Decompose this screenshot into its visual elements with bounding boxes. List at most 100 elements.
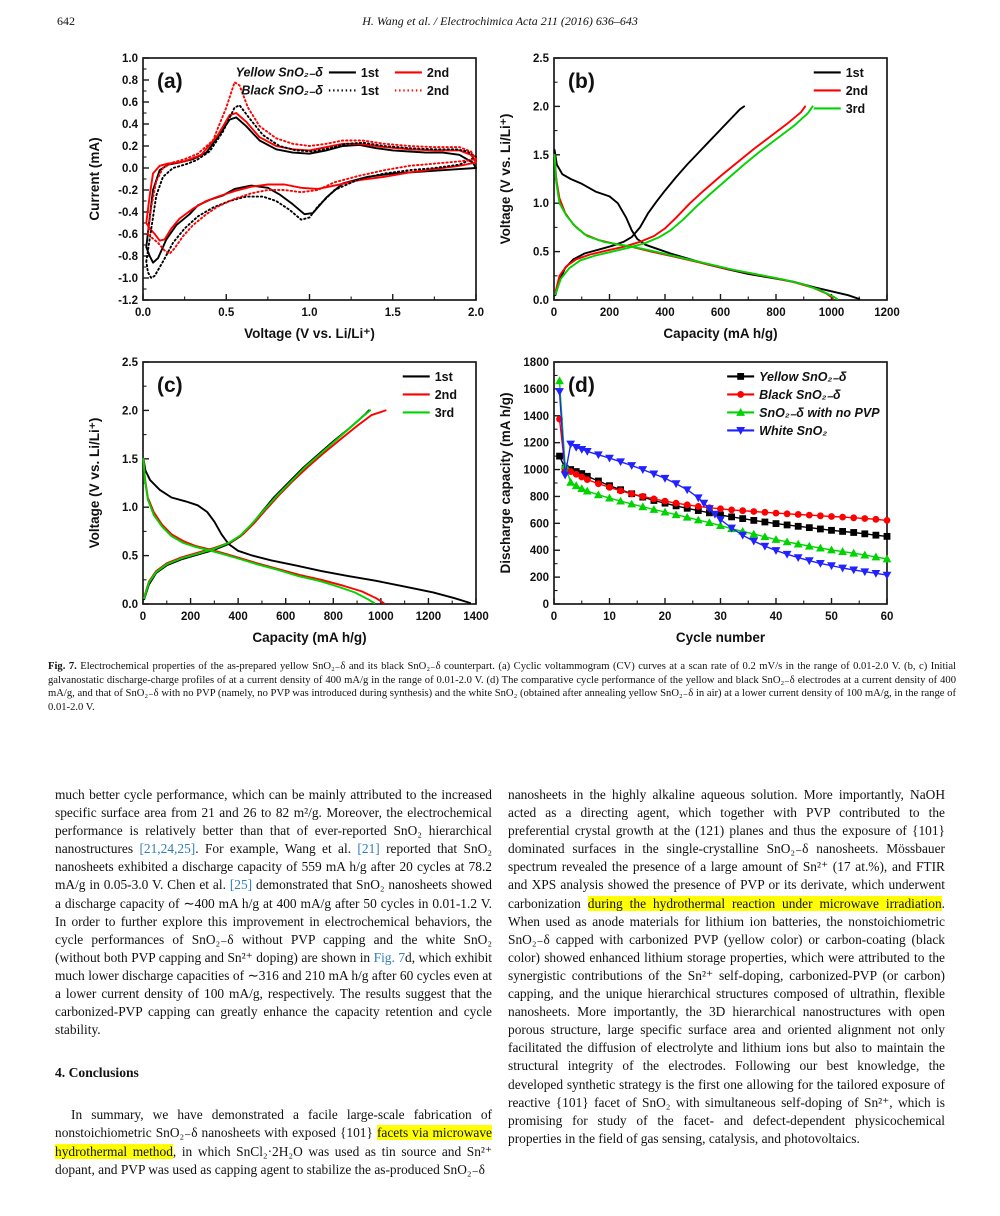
chart-d-cycle-performance: 0 10 20 30 40 50 60 0 200 400 600 800 1000 1200 1400 16…: [496, 354, 901, 654]
svg-text:50: 50: [825, 611, 838, 623]
svg-text:200: 200: [181, 611, 200, 623]
svg-text:0: 0: [551, 611, 557, 623]
svg-text:-0.6: -0.6: [118, 229, 138, 241]
text-segment: d, which exhibit much lower discharge ca…: [55, 949, 493, 1038]
svg-text:0.0: 0.0: [122, 163, 138, 175]
svg-text:Current (mA): Current (mA): [87, 137, 102, 220]
svg-text:2.0: 2.0: [122, 405, 138, 417]
chart-c-canvas: 0 200 400 600 800 1000 1200 1400 0.0 0.5 1.0 1.5 2.0…: [87, 357, 489, 645]
text-segment: reported that SnO₂ nanosheets exhibited …: [55, 841, 492, 893]
svg-text:-0.2: -0.2: [118, 185, 138, 197]
reference-link[interactable]: Fig. 7: [373, 949, 406, 965]
svg-text:(d): (d): [568, 374, 595, 397]
svg-text:1200: 1200: [874, 307, 900, 319]
svg-text:0: 0: [140, 611, 146, 623]
svg-text:3rd: 3rd: [435, 406, 454, 420]
svg-text:2.0: 2.0: [468, 307, 484, 319]
svg-text:Voltage (V vs. Li/Li⁺): Voltage (V vs. Li/Li⁺): [244, 326, 375, 341]
svg-text:0.0: 0.0: [122, 599, 138, 611]
reference-link[interactable]: [25]: [229, 877, 253, 893]
svg-text:1600: 1600: [523, 384, 549, 396]
svg-text:-0.4: -0.4: [118, 207, 138, 219]
svg-text:800: 800: [766, 307, 785, 319]
svg-text:800: 800: [530, 491, 549, 503]
svg-text:400: 400: [655, 307, 674, 319]
svg-text:60: 60: [881, 611, 894, 623]
svg-text:600: 600: [711, 307, 730, 319]
svg-text:1.0: 1.0: [122, 53, 138, 65]
svg-text:(b): (b): [568, 70, 595, 93]
svg-text:0.6: 0.6: [122, 97, 138, 109]
svg-text:1200: 1200: [416, 611, 442, 623]
svg-text:200: 200: [600, 307, 619, 319]
svg-text:Black SnO₂₋δ: Black SnO₂₋δ: [759, 388, 841, 402]
conclusions-heading: 4. Conclusions: [55, 1065, 139, 1081]
svg-text:0.5: 0.5: [533, 247, 550, 259]
text-segment: . For example, Wang et al.: [195, 841, 358, 857]
svg-text:2.5: 2.5: [122, 357, 139, 369]
svg-text:1.5: 1.5: [122, 454, 139, 466]
svg-text:Discharge capacity (mA h/g): Discharge capacity (mA h/g): [498, 392, 513, 573]
text-segment: Fig. 7.: [48, 661, 81, 672]
svg-text:Capacity (mA h/g): Capacity (mA h/g): [663, 326, 777, 341]
svg-text:1.5: 1.5: [533, 150, 550, 162]
svg-text:SnO₂₋δ with no PVP: SnO₂₋δ with no PVP: [759, 406, 880, 420]
highlighted-text: during the hydrothermal reaction under m…: [587, 895, 942, 911]
figure-7-charts: 0.0 0.5 1.0 1.5 2.0 -1.2 -1.0 -0.8 -0.6 -0.4 -0.2 0…: [85, 50, 915, 654]
text-segment: much better cycle performance, which can…: [55, 787, 492, 857]
svg-text:Yellow SnO₂₋δ: Yellow SnO₂₋δ: [236, 65, 324, 79]
page-number: 642: [57, 14, 75, 28]
svg-text:1400: 1400: [463, 611, 489, 623]
svg-text:0.2: 0.2: [122, 141, 138, 153]
svg-text:30: 30: [714, 611, 727, 623]
svg-text:0: 0: [551, 307, 557, 319]
svg-text:Black SnO₂₋δ: Black SnO₂₋δ: [241, 83, 323, 97]
svg-text:1st: 1st: [361, 66, 380, 80]
svg-text:0.0: 0.0: [135, 307, 151, 319]
reference-link[interactable]: [21,24,25]: [139, 841, 196, 857]
svg-text:1.0: 1.0: [533, 198, 549, 210]
text-segment: nanosheets in the highly alkaline aqueou…: [508, 787, 945, 911]
svg-text:Cycle number: Cycle number: [676, 630, 766, 645]
right-column: nanosheets in the highly alkaline aqueou…: [508, 786, 945, 1179]
svg-text:Voltage (V vs. Li/Li⁺): Voltage (V vs. Li/Li⁺): [498, 114, 513, 245]
chart-a-canvas: 0.0 0.5 1.0 1.5 2.0 -1.2 -1.0 -0.8 -0.6 -0.4 -0.2 0…: [87, 53, 484, 341]
text-segment: In summary, we have demonstrated a facil…: [55, 1107, 492, 1141]
reference-link[interactable]: [21]: [357, 841, 380, 857]
svg-text:1200: 1200: [523, 438, 549, 450]
svg-text:1400: 1400: [523, 411, 549, 423]
svg-text:2nd: 2nd: [435, 388, 457, 402]
svg-text:400: 400: [229, 611, 248, 623]
text-segment: , in which SnCl₂·2H₂O was used as tin so…: [55, 1143, 492, 1177]
svg-text:600: 600: [276, 611, 295, 623]
svg-text:2nd: 2nd: [427, 66, 449, 80]
svg-text:-0.8: -0.8: [118, 251, 138, 263]
svg-text:1800: 1800: [523, 357, 549, 369]
svg-text:0.8: 0.8: [122, 75, 139, 87]
svg-text:1.0: 1.0: [122, 502, 138, 514]
left-paragraph-1: much better cycle performance, which can…: [55, 786, 492, 1039]
body-text: much better cycle performance, which can…: [55, 786, 945, 1179]
svg-text:1000: 1000: [819, 307, 845, 319]
svg-text:2.5: 2.5: [533, 53, 550, 65]
svg-text:20: 20: [659, 611, 672, 623]
figure-7: 0.0 0.5 1.0 1.5 2.0 -1.2 -1.0 -0.8 -0.6 -0.4 -0.2 0…: [85, 50, 915, 654]
text-segment: demonstrated that SnO₂ nanosheets showed…: [55, 877, 492, 965]
svg-text:(c): (c): [157, 374, 183, 397]
chart-c-discharge-charge: 0 200 400 600 800 1000 1200 1400 0.0 0.5 1.0 1.5 2.0…: [85, 354, 490, 654]
svg-text:-1.0: -1.0: [118, 273, 138, 285]
chart-b-canvas: 0 200 400 600 800 1000 1200 0.0 0.5 1.0 1.5 2.0 2.5 C…: [498, 53, 900, 341]
svg-text:1000: 1000: [523, 465, 549, 477]
svg-text:Yellow SnO₂₋δ: Yellow SnO₂₋δ: [759, 370, 847, 384]
svg-text:200: 200: [530, 572, 549, 584]
svg-text:1.0: 1.0: [302, 307, 318, 319]
conclusions-paragraph: In summary, we have demonstrated a facil…: [55, 1106, 493, 1178]
svg-text:800: 800: [324, 611, 343, 623]
svg-text:0.5: 0.5: [218, 307, 235, 319]
svg-text:10: 10: [603, 611, 616, 623]
right-paragraph-1: nanosheets in the highly alkaline aqueou…: [508, 786, 945, 1148]
svg-text:1st: 1st: [361, 84, 380, 98]
svg-text:-1.2: -1.2: [118, 295, 138, 307]
svg-text:2nd: 2nd: [427, 84, 449, 98]
